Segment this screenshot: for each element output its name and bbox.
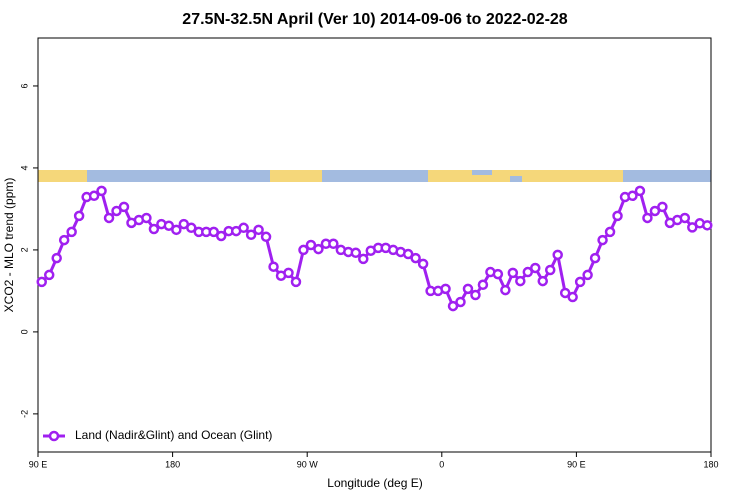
data-point	[118, 201, 130, 213]
data-point	[103, 212, 115, 224]
data-point	[447, 300, 459, 312]
data-point	[298, 244, 309, 256]
y-axis-label: XCO2 - MLO trend (ppm)	[2, 178, 16, 313]
data-point	[328, 238, 339, 250]
data-point	[36, 276, 47, 288]
ocean-strip	[472, 170, 492, 175]
data-point	[507, 267, 519, 279]
data-point	[500, 284, 511, 296]
data-point	[604, 226, 616, 238]
data-point	[589, 252, 601, 264]
data-point	[657, 201, 668, 213]
data-point	[440, 283, 451, 295]
data-point	[515, 275, 526, 287]
data-point	[470, 289, 481, 301]
x-tick-label: 0	[439, 459, 444, 469]
data-point	[238, 222, 249, 234]
data-point	[290, 276, 302, 288]
data-point	[268, 261, 279, 272]
data-point	[544, 264, 556, 276]
data-point	[574, 276, 586, 288]
data-point	[148, 223, 160, 235]
data-point	[537, 275, 548, 287]
data-point	[141, 212, 152, 224]
data-point	[582, 269, 593, 281]
surface-strip	[38, 170, 711, 182]
ocean-strip	[510, 176, 522, 182]
data-point	[163, 220, 175, 231]
y-tick-label: 6	[19, 83, 29, 88]
data-point	[88, 190, 100, 202]
data-point	[492, 268, 504, 280]
data-point	[462, 283, 474, 295]
data-point	[111, 205, 122, 217]
data-point	[417, 258, 429, 270]
data-point	[186, 222, 197, 234]
data-point	[612, 210, 623, 222]
data-point	[530, 262, 541, 274]
data-point	[66, 226, 77, 238]
land-strip	[38, 170, 87, 182]
data-point	[58, 234, 70, 246]
data-point	[477, 279, 489, 291]
data-point	[260, 231, 272, 243]
data-point	[43, 269, 55, 281]
chart-title: 27.5N-32.5N April (Ver 10) 2014-09-06 to…	[182, 11, 568, 28]
x-tick-label: 90 E	[567, 459, 586, 469]
data-point	[679, 212, 691, 224]
land-strip	[270, 170, 322, 182]
data-point	[559, 287, 571, 299]
data-point	[313, 243, 324, 255]
data-point	[642, 212, 653, 224]
land-strip	[428, 170, 623, 182]
y-tick-label: 0	[19, 329, 29, 334]
data-point	[702, 220, 713, 231]
data-point	[522, 266, 534, 278]
data-point	[350, 247, 362, 259]
data-point	[208, 226, 219, 238]
data-point	[358, 253, 369, 265]
data-point	[649, 205, 661, 217]
y-tick-label: -2	[19, 410, 29, 418]
data-point	[245, 229, 257, 241]
data-point	[215, 230, 227, 242]
x-axis-label: Longitude (deg E)	[327, 476, 422, 490]
x-tick-label: 180	[165, 459, 180, 469]
data-point	[687, 222, 698, 233]
data-point	[51, 252, 62, 264]
x-tick-label: 180	[703, 459, 718, 469]
data-point	[402, 248, 414, 260]
data-point	[410, 252, 421, 264]
plot-frame	[37, 37, 712, 453]
y-tick-label: 4	[19, 165, 29, 170]
data-point	[171, 224, 182, 236]
data-point	[567, 291, 578, 303]
y-tick-label: 2	[19, 247, 29, 252]
data-point	[597, 234, 608, 246]
x-tick-label: 90 E	[29, 459, 48, 469]
data-point	[455, 296, 466, 308]
data-point	[73, 210, 85, 222]
legend-label: Land (Nadir&Glint) and Ocean (Glint)	[75, 428, 272, 442]
data-point	[305, 239, 317, 251]
legend-marker	[48, 430, 60, 442]
data-point	[253, 224, 264, 236]
data-point	[627, 190, 638, 202]
data-point	[283, 267, 294, 279]
x-tick-label: 90 W	[297, 459, 319, 469]
data-point	[96, 185, 107, 197]
data-point	[634, 185, 646, 197]
data-point	[552, 249, 563, 261]
